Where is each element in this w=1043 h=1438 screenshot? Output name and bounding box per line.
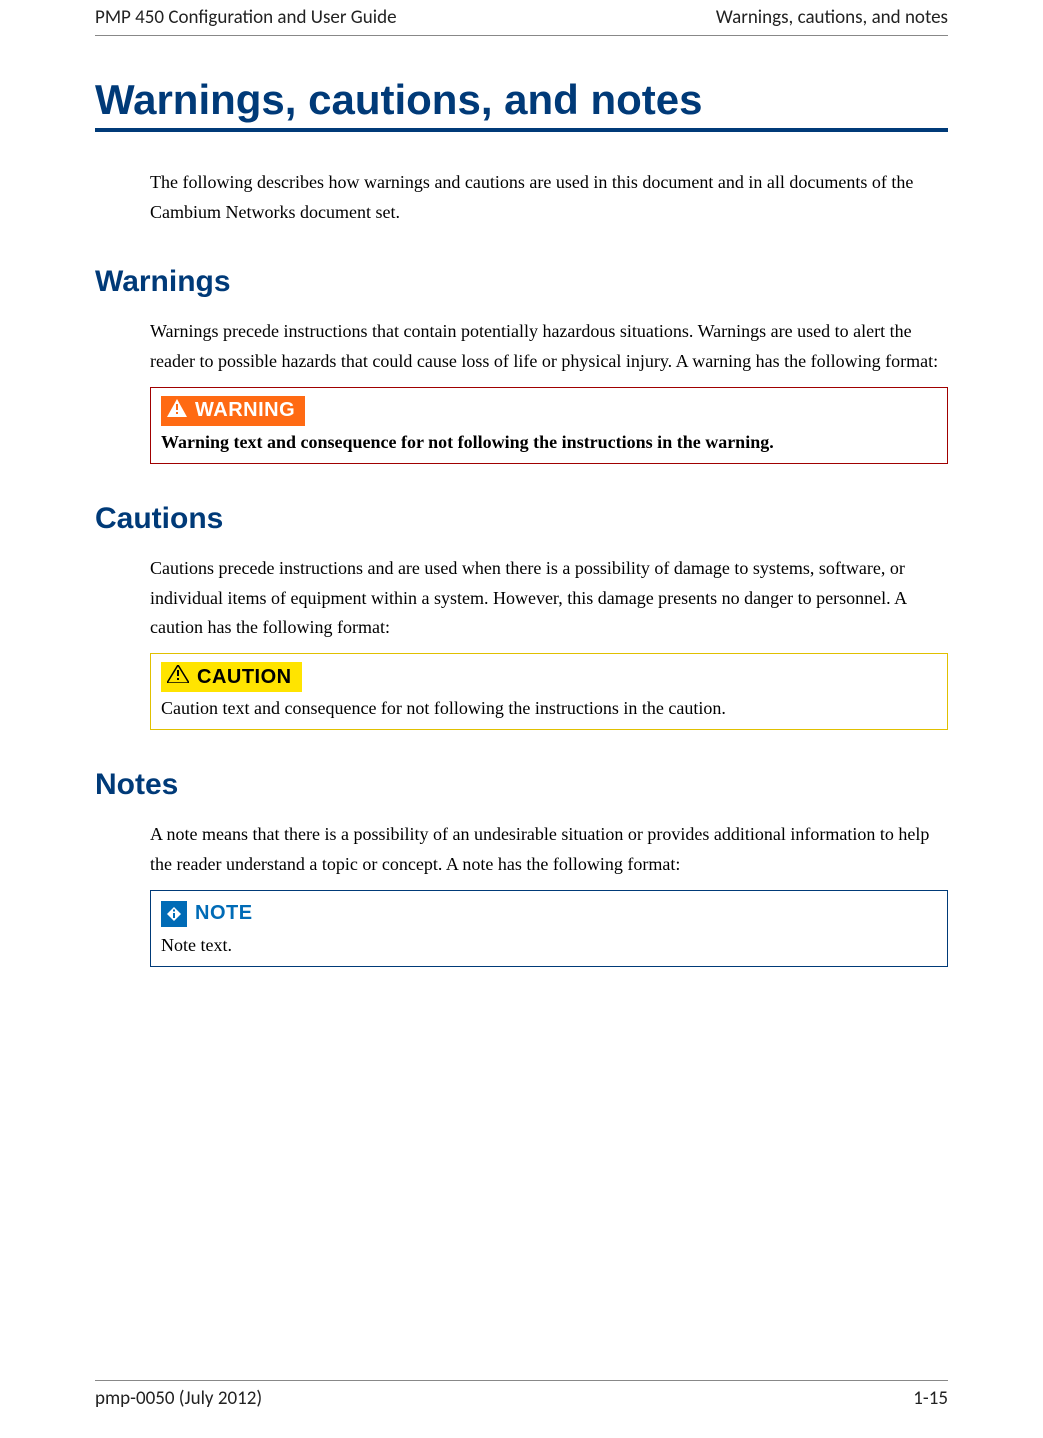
warning-callout-text: Warning text and consequence for not fol… [161, 430, 937, 455]
warning-callout: WARNING Warning text and consequence for… [150, 387, 948, 464]
header-right: Warnings, cautions, and notes [716, 6, 948, 29]
note-callout-text: Note text. [161, 933, 937, 958]
note-badge: NOTE [161, 899, 263, 929]
h2-notes: Notes [95, 768, 948, 802]
caution-callout-text: Caution text and consequence for not fol… [161, 696, 937, 721]
footer-left: pmp-0050 (July 2012) [95, 1387, 262, 1410]
running-header: PMP 450 Configuration and User Guide War… [95, 0, 948, 36]
cautions-body: Cautions precede instructions and are us… [150, 554, 948, 643]
warnings-body: Warnings precede instructions that conta… [150, 317, 948, 376]
warning-badge-label: WARNING [195, 399, 295, 422]
footer-right: 1-15 [913, 1387, 948, 1410]
page: PMP 450 Configuration and User Guide War… [0, 0, 1043, 1438]
note-info-icon [161, 901, 187, 927]
warning-badge: WARNING [161, 396, 305, 426]
caution-badge-label: CAUTION [197, 666, 292, 689]
h2-warnings: Warnings [95, 265, 948, 299]
running-footer: pmp-0050 (July 2012) 1-15 [95, 1380, 948, 1410]
header-left: PMP 450 Configuration and User Guide [95, 6, 397, 29]
caution-triangle-icon [167, 665, 189, 689]
notes-body: A note means that there is a possibility… [150, 820, 948, 879]
title-rule [95, 128, 948, 132]
caution-callout: CAUTION Caution text and consequence for… [150, 653, 948, 730]
warning-triangle-icon [167, 399, 187, 423]
intro-paragraph: The following describes how warnings and… [150, 168, 948, 227]
caution-badge: CAUTION [161, 662, 302, 692]
h2-cautions: Cautions [95, 502, 948, 536]
page-title: Warnings, cautions, and notes [95, 76, 948, 124]
note-badge-label: NOTE [195, 902, 253, 925]
note-callout: NOTE Note text. [150, 890, 948, 967]
